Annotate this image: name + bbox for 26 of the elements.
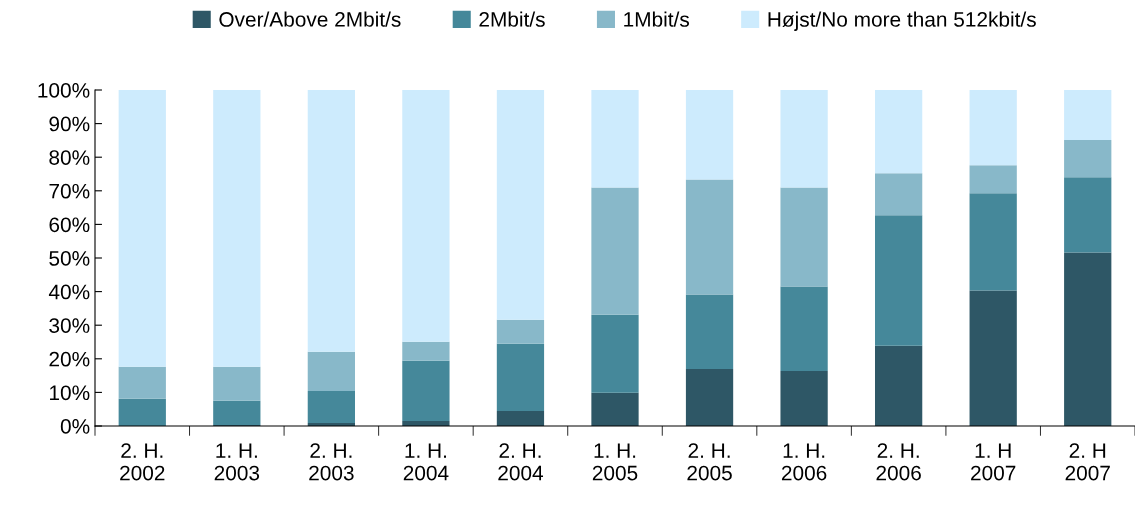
x-tick-label: 2. H. 2006 <box>876 443 921 481</box>
legend-label: Over/Above 2Mbit/s <box>219 11 401 27</box>
x-tick-label: 2. H. 2004 <box>498 443 544 481</box>
x-tick-label: 2. H. 2002 <box>120 443 165 481</box>
y-tick-label: 60% <box>49 217 90 233</box>
legend-label: Højst/No more than 512kbit/s <box>768 11 1036 31</box>
y-tick-label: 80% <box>49 150 90 165</box>
x-tick-label: 1. H. 2004 <box>403 443 449 481</box>
y-tick-label: 70% <box>49 183 90 199</box>
y-tick-label: 10% <box>50 385 90 401</box>
y-tick-label: 50% <box>49 251 90 266</box>
y-tick-label: 20% <box>49 351 90 367</box>
x-tick-label: 2. H. 2003 <box>309 443 354 481</box>
y-tick-label: 40% <box>48 284 90 300</box>
y-tick-label: 100% <box>38 83 90 98</box>
x-tick-label: 1. H. 2003 <box>214 443 260 481</box>
y-tick-label: 30% <box>49 318 90 333</box>
x-tick-label: 1. H. 2005 <box>592 443 638 481</box>
x-tick-label: 1. H. 2006 <box>781 443 827 481</box>
x-tick-label: 1. H 2007 <box>971 443 1016 481</box>
y-tick-label: 0% <box>60 419 90 434</box>
legend-label: 1Mbit/s <box>624 11 690 27</box>
x-tick-label: 2. H 2007 <box>1065 443 1110 481</box>
x-tick-label: 2. H. 2005 <box>687 443 732 481</box>
y-tick-label: 90% <box>49 116 90 132</box>
legend-label: 2Mbit/s <box>479 11 545 27</box>
